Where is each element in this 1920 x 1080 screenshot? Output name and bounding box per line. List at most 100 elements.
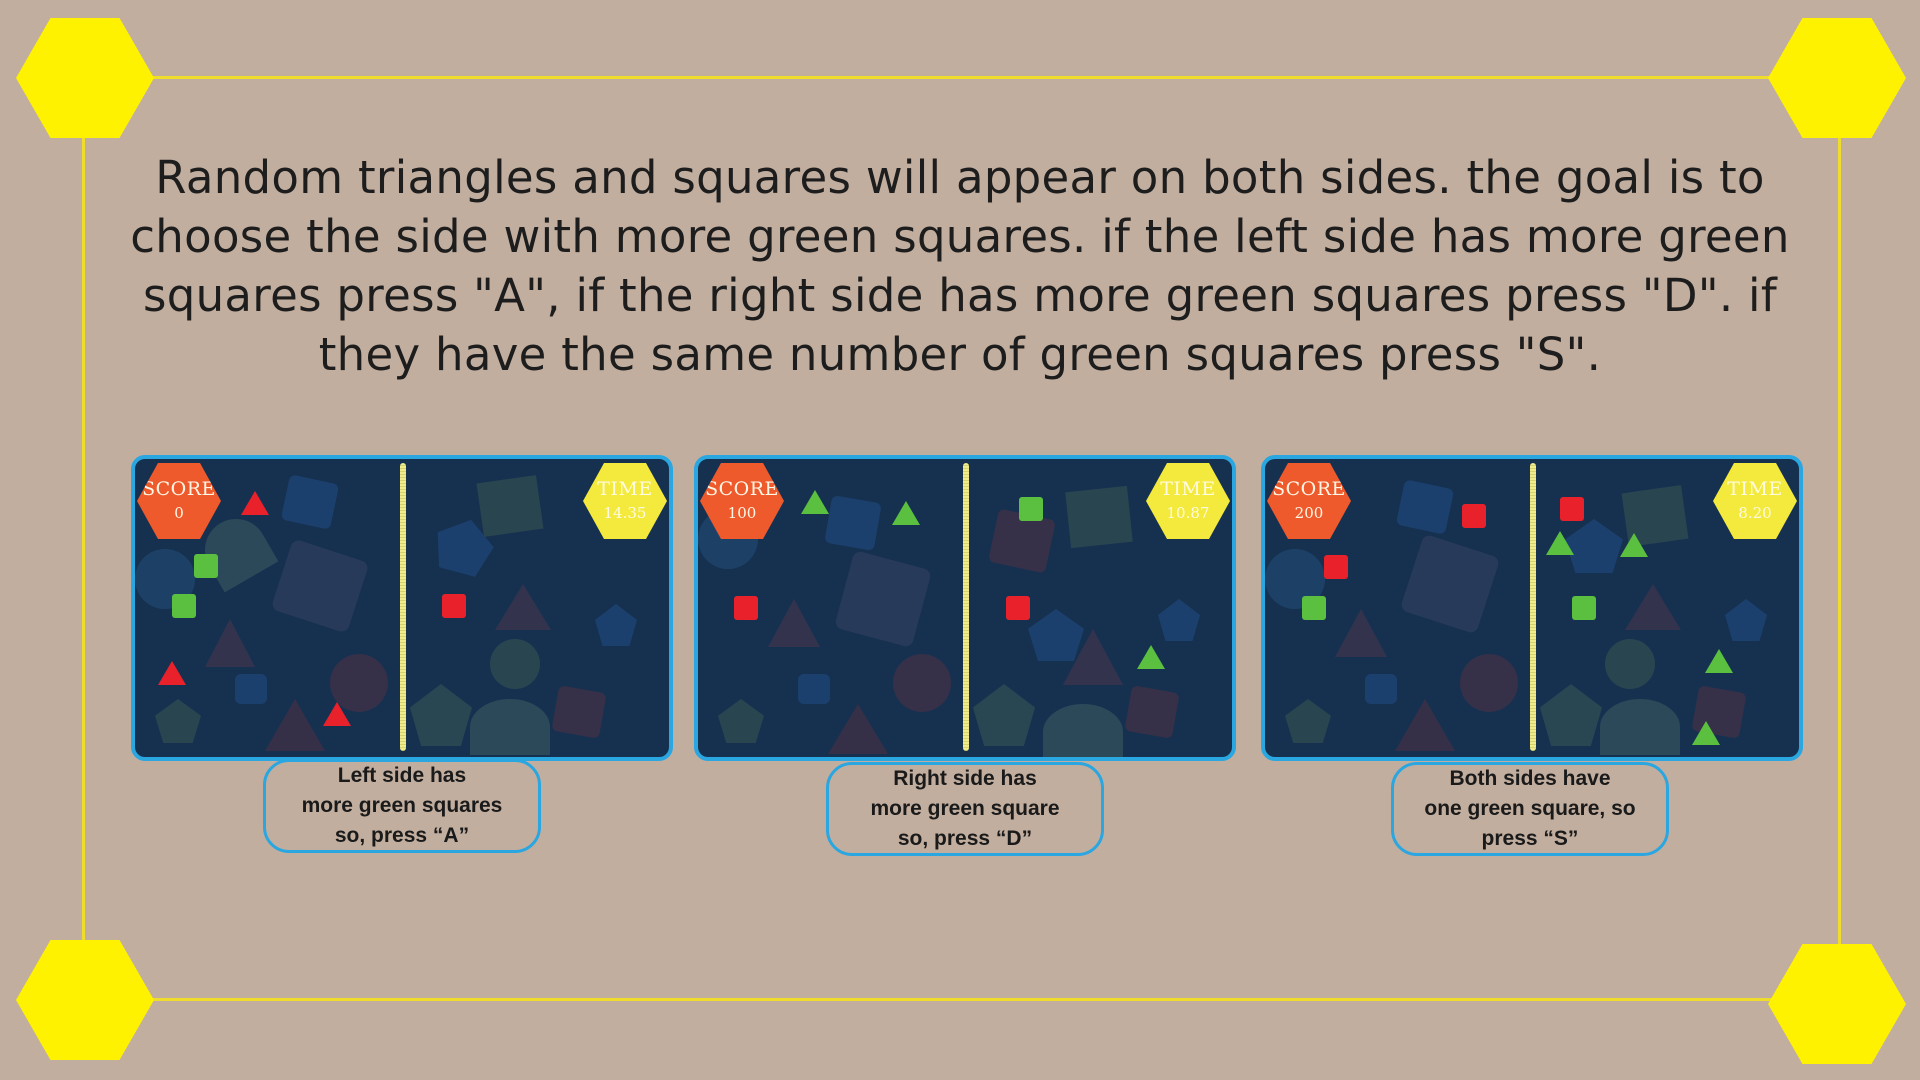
green-triangle <box>1705 649 1733 673</box>
center-divider <box>1530 463 1536 751</box>
background-shape <box>1540 684 1602 746</box>
time-label: TIME <box>1160 478 1216 500</box>
caption-line: Left side has <box>337 764 467 787</box>
green-square <box>1019 497 1043 521</box>
background-shape <box>595 604 637 646</box>
green-square <box>172 594 196 618</box>
green-square <box>194 554 218 578</box>
background-shape <box>155 699 201 743</box>
green-triangle <box>1692 721 1720 745</box>
background-shape <box>1395 479 1455 535</box>
caption-right-wins: Right side has more green square so, pre… <box>826 762 1104 856</box>
score-value: 200 <box>1294 504 1324 522</box>
time-value: 10.87 <box>1166 504 1210 522</box>
red-triangle <box>158 661 186 685</box>
score-label: SCORE <box>142 478 216 500</box>
green-triangle <box>1546 531 1574 555</box>
background-shape <box>1725 599 1767 641</box>
background-shape <box>265 699 325 751</box>
center-divider <box>963 463 969 751</box>
background-shape <box>410 684 472 746</box>
caption-line: so, press “A” <box>334 824 470 847</box>
background-shape <box>798 674 830 704</box>
background-shape <box>893 654 951 712</box>
green-triangle <box>1620 533 1648 557</box>
score-value: 100 <box>727 504 757 522</box>
background-shape <box>973 684 1035 746</box>
red-triangle <box>241 491 269 515</box>
green-square <box>1572 596 1596 620</box>
red-square <box>1324 555 1348 579</box>
caption-line: one green square, so <box>1424 797 1636 820</box>
caption-equal: Both sides have one green square, so pre… <box>1391 762 1669 856</box>
background-shape <box>476 475 544 537</box>
background-shape <box>490 639 540 689</box>
green-triangle <box>892 501 920 525</box>
background-shape <box>1335 609 1387 657</box>
frame-line-bottom <box>80 998 1840 1001</box>
example-panel-equal: SCORE 200 TIME 8.20 <box>1261 455 1803 761</box>
corner-hexagon-top-left <box>16 18 154 138</box>
corner-hexagon-bottom-left <box>16 940 154 1060</box>
frame-line-right <box>1838 80 1841 1000</box>
red-square <box>1462 504 1486 528</box>
green-triangle <box>1137 645 1165 669</box>
score-label: SCORE <box>705 478 779 500</box>
red-triangle <box>323 702 351 726</box>
caption-line: more green square <box>870 797 1060 820</box>
caption-line: press “S” <box>1481 827 1579 850</box>
corner-hexagon-top-right <box>1768 18 1906 138</box>
instructions-text: Random triangles and squares will appear… <box>130 151 1790 381</box>
time-label: TIME <box>597 478 653 500</box>
background-shape <box>1028 609 1084 661</box>
background-shape <box>205 619 255 667</box>
time-label: TIME <box>1727 478 1783 500</box>
red-square <box>1560 497 1584 521</box>
background-shape <box>1285 699 1331 743</box>
red-square <box>734 596 758 620</box>
example-panel-right-wins: SCORE 100 TIME 10.87 <box>694 455 1236 761</box>
score-badge: SCORE 0 <box>137 463 221 539</box>
score-value: 0 <box>174 504 184 522</box>
caption-left-wins: Left side has more green squares so, pre… <box>263 759 541 853</box>
time-badge: TIME 8.20 <box>1713 463 1797 539</box>
caption-line: so, press “D” <box>897 827 1033 850</box>
background-shape <box>280 474 340 530</box>
score-badge: SCORE 200 <box>1267 463 1351 539</box>
background-shape <box>1395 699 1455 751</box>
center-divider <box>400 463 406 751</box>
background-shape <box>824 495 882 551</box>
background-shape <box>718 699 764 743</box>
background-shape <box>1605 639 1655 689</box>
green-square <box>1302 596 1326 620</box>
example-panel-left-wins: SCORE 0 TIME 14.35 <box>131 455 673 761</box>
background-shape <box>1600 699 1680 755</box>
caption-line: Both sides have <box>1449 767 1611 790</box>
background-shape <box>470 699 550 755</box>
background-shape <box>1399 533 1501 635</box>
background-shape <box>1158 599 1200 641</box>
caption-line: more green squares <box>301 794 503 817</box>
caption-line: Right side has <box>893 767 1037 790</box>
score-label: SCORE <box>1272 478 1346 500</box>
background-shape <box>768 599 820 647</box>
background-shape <box>834 550 932 648</box>
background-shape <box>270 538 370 634</box>
background-shape <box>1625 584 1681 630</box>
time-value: 8.20 <box>1738 504 1772 522</box>
background-shape <box>495 584 551 630</box>
background-shape <box>1124 685 1180 739</box>
background-shape <box>1043 704 1123 757</box>
red-square <box>1006 596 1030 620</box>
background-shape <box>1065 485 1133 549</box>
background-shape <box>235 674 267 704</box>
green-triangle <box>801 490 829 514</box>
background-shape <box>1460 654 1518 712</box>
frame-line-top <box>80 76 1840 79</box>
time-badge: TIME 14.35 <box>583 463 667 539</box>
background-shape <box>551 685 607 739</box>
red-square <box>442 594 466 618</box>
corner-hexagon-bottom-right <box>1768 944 1906 1064</box>
time-value: 14.35 <box>603 504 647 522</box>
time-badge: TIME 10.87 <box>1146 463 1230 539</box>
